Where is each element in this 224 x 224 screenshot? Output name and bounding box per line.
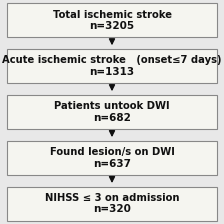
Text: NIHSS ≤ 3 on admission: NIHSS ≤ 3 on admission	[45, 193, 179, 203]
FancyBboxPatch shape	[7, 187, 217, 221]
FancyBboxPatch shape	[7, 95, 217, 129]
Text: n=682: n=682	[93, 113, 131, 123]
FancyBboxPatch shape	[7, 3, 217, 37]
Text: n=1313: n=1313	[89, 67, 135, 77]
Text: Total ischemic stroke: Total ischemic stroke	[52, 10, 172, 19]
Text: n=320: n=320	[93, 205, 131, 214]
FancyBboxPatch shape	[7, 141, 217, 175]
Text: n=3205: n=3205	[89, 21, 135, 31]
Text: Acute ischemic stroke   (onset≤7 days): Acute ischemic stroke (onset≤7 days)	[2, 56, 222, 65]
FancyBboxPatch shape	[7, 49, 217, 83]
Text: n=637: n=637	[93, 159, 131, 168]
Text: Patients untook DWI: Patients untook DWI	[54, 101, 170, 111]
Text: Found lesion/s on DWI: Found lesion/s on DWI	[50, 147, 174, 157]
